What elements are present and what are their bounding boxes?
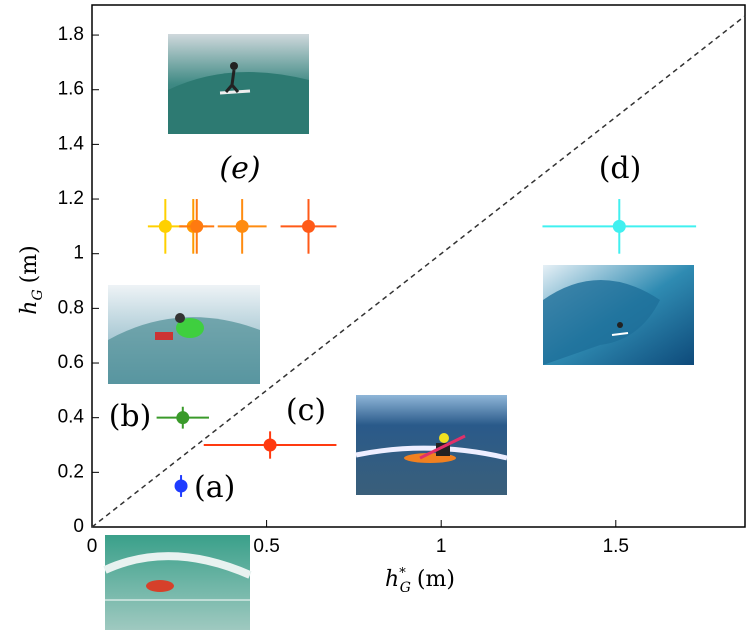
x-tick-label: 0 <box>87 536 98 557</box>
photo-d <box>543 265 694 365</box>
photo-c <box>355 395 508 495</box>
sub: G <box>400 580 411 596</box>
y-tick-label: 1 <box>73 243 84 264</box>
sup: * <box>399 566 406 581</box>
photo-e <box>168 34 309 134</box>
annotation: (a) <box>194 470 235 505</box>
point <box>190 219 204 233</box>
y-tick-label: 0.2 <box>58 461 84 482</box>
symbol: h <box>17 301 42 315</box>
annotation: (b) <box>109 399 152 434</box>
y-tick-label: 0 <box>73 516 84 537</box>
photo-b <box>108 285 260 384</box>
point <box>158 219 172 233</box>
photos <box>103 34 694 630</box>
point <box>263 438 277 452</box>
point <box>235 219 249 233</box>
y-tick-label: 0.6 <box>58 352 84 373</box>
y-tick-label: 1.2 <box>58 188 84 209</box>
point <box>174 479 188 493</box>
photo-a <box>103 535 252 630</box>
y-tick-label: 1.6 <box>58 79 84 100</box>
annotation: (c) <box>286 393 326 428</box>
annotation: (e) <box>219 151 260 186</box>
y-tick-label: 0.4 <box>58 407 85 428</box>
point <box>302 219 316 233</box>
unit: (m) <box>17 245 42 283</box>
x-tick-label: 1 <box>436 536 447 557</box>
point <box>612 219 626 233</box>
x-tick-label: 1.5 <box>603 536 629 557</box>
axes-box <box>91 4 746 528</box>
y-tick-label: 1.4 <box>58 133 85 154</box>
sub: G <box>30 289 46 300</box>
diagonal <box>91 15 746 528</box>
x-axis-label: h* G (m) <box>385 566 455 596</box>
symbol: h <box>385 567 399 592</box>
y-tick-label: 1.8 <box>58 24 84 45</box>
y-axis-label: hG (m) <box>17 245 46 314</box>
unit: (m) <box>417 567 455 592</box>
plot-area: 0 0.5 1 1.5 0 0.2 0.4 0.6 0.8 1 1.2 1.4 1.6 1.8 <box>58 4 746 557</box>
x-tick-label: 0.5 <box>253 536 279 557</box>
y-tick-label: 0.8 <box>58 297 84 318</box>
point <box>176 411 190 425</box>
annotation: (d) <box>599 151 642 186</box>
